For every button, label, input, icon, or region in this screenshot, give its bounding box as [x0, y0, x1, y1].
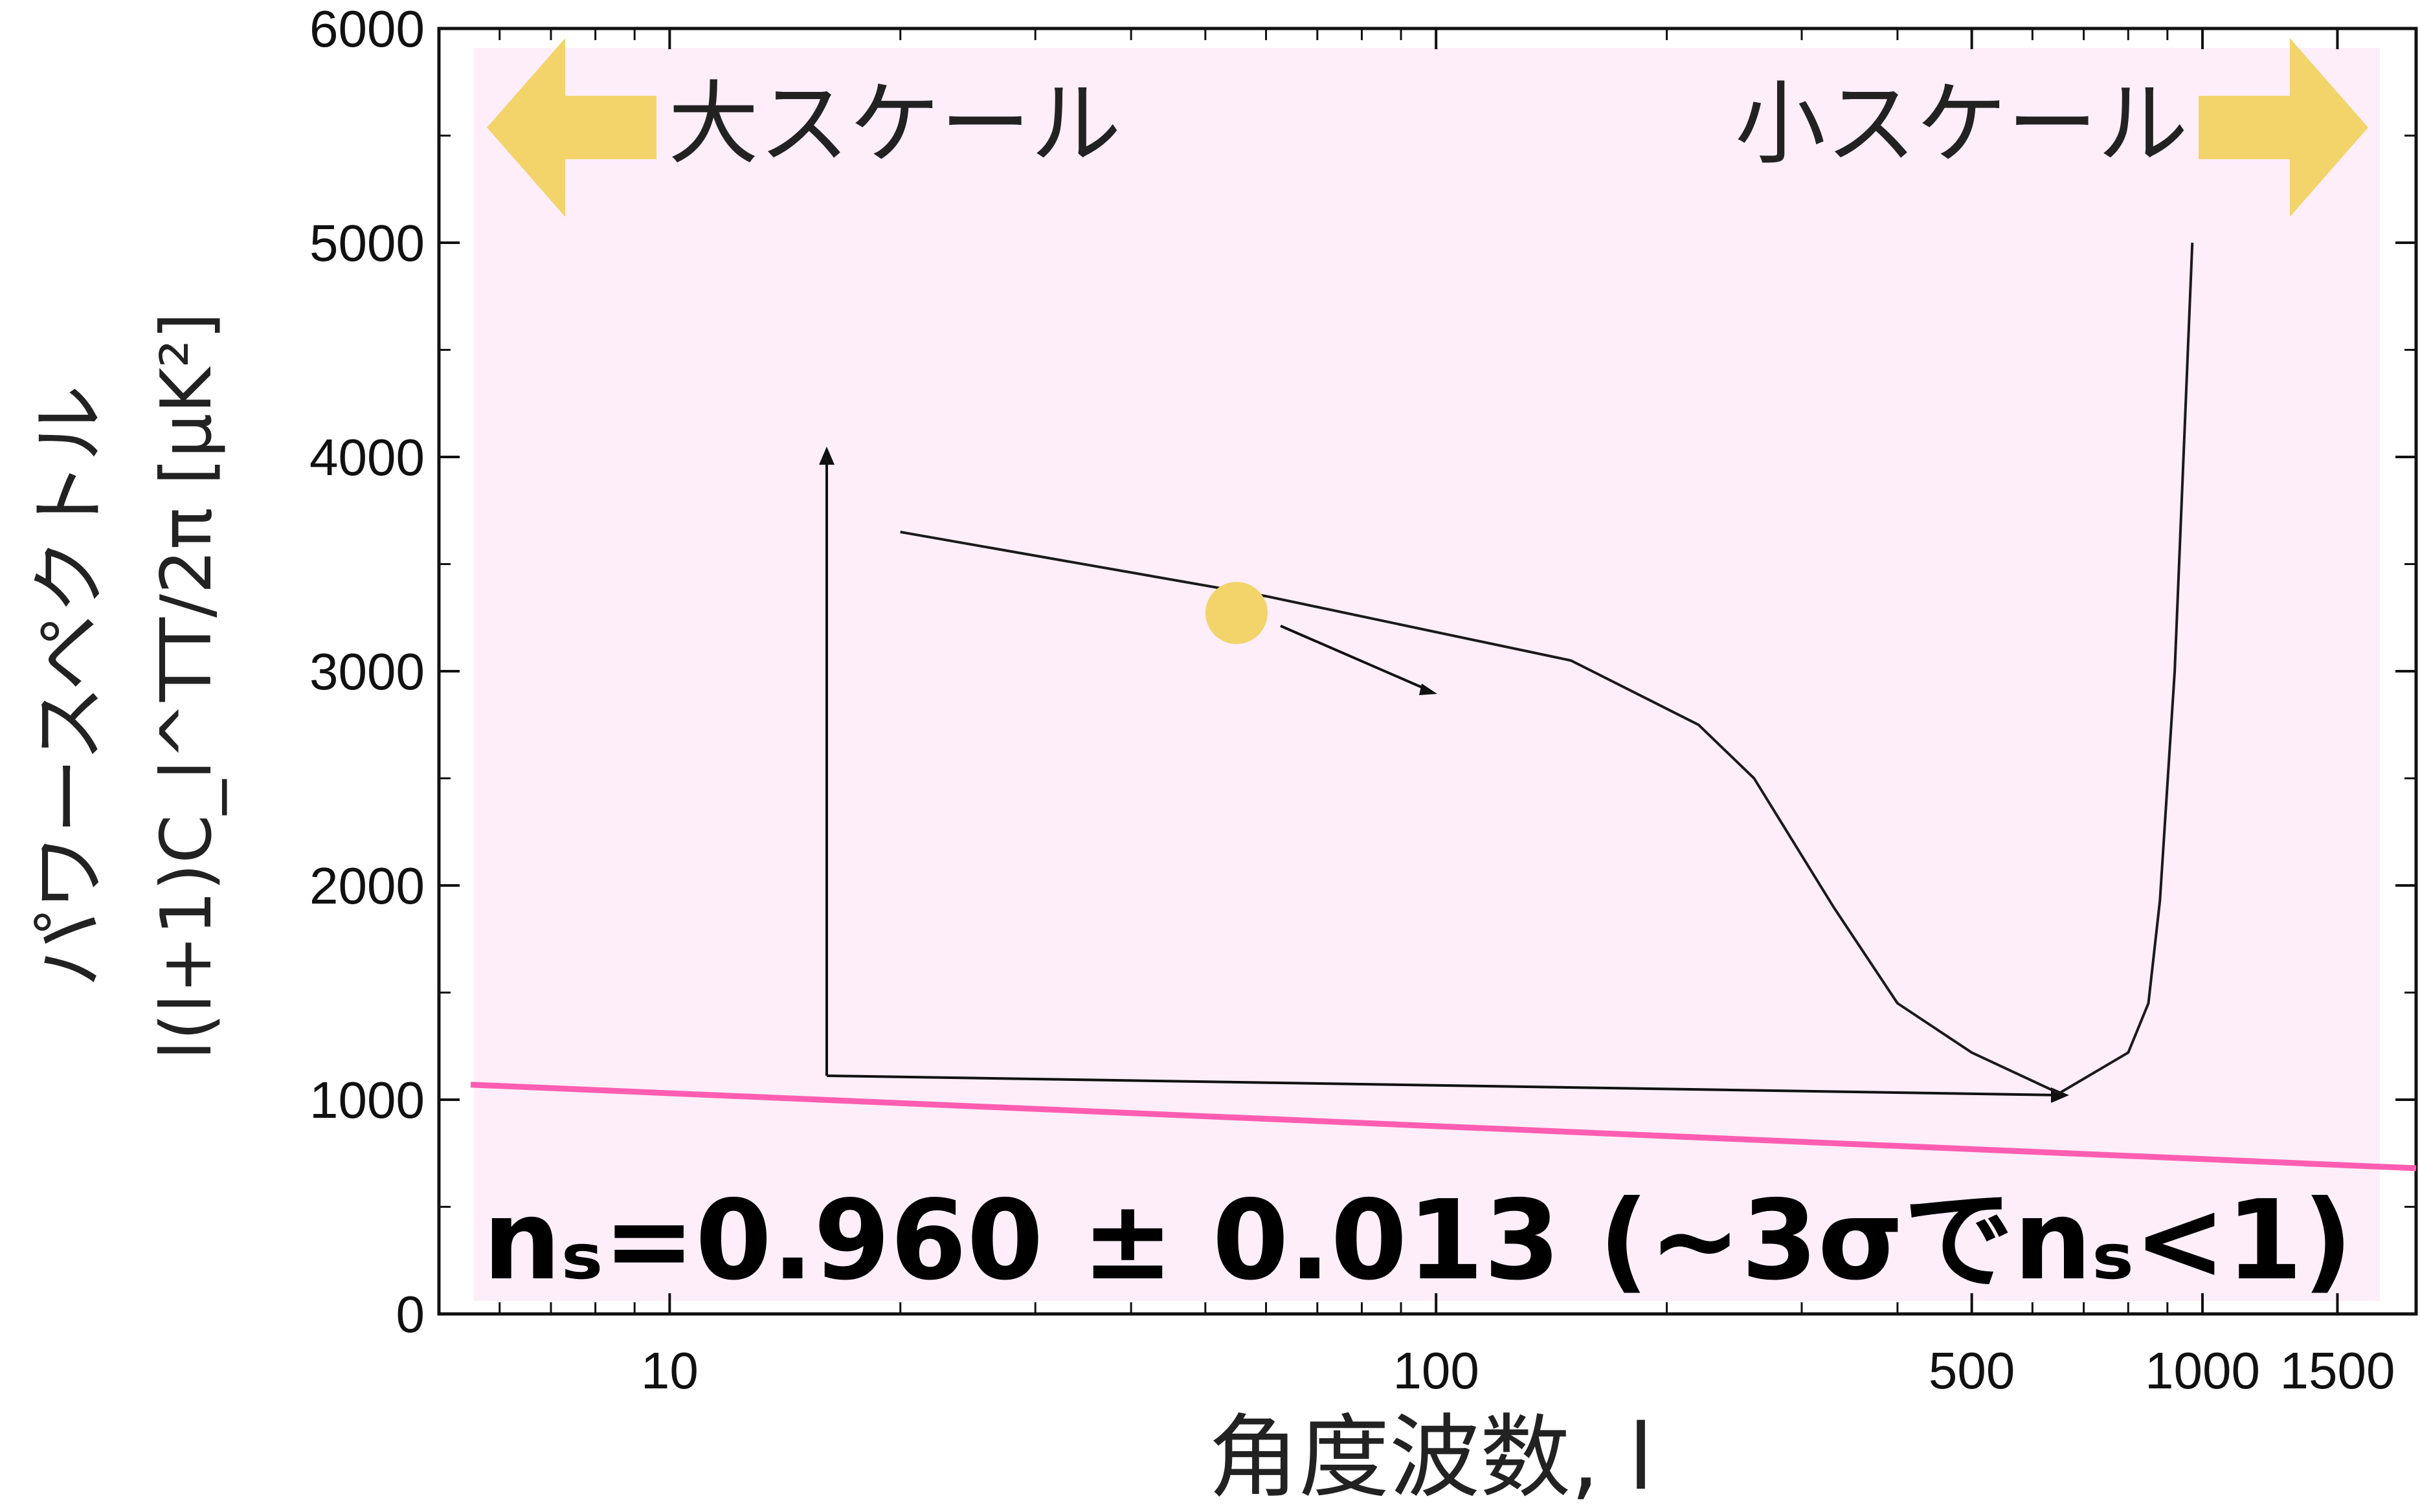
- gold-marker: [1205, 582, 1268, 644]
- series-line-2: [470, 1082, 2417, 1172]
- y-tick-label: 6000: [309, 0, 425, 58]
- y-tick-label: 4000: [309, 428, 425, 486]
- y-axis-ticks: 0 1000 2000 3000 4000 5000 6000: [309, 0, 2416, 1343]
- right-arrow-icon: [2199, 38, 2368, 217]
- x-tick-label: 1500: [2280, 1342, 2395, 1399]
- large-scale-label: 大スケール: [668, 72, 1121, 177]
- y-axis-title-line1: パワースペクトル: [25, 385, 114, 987]
- y-tick-label: 3000: [309, 643, 425, 700]
- x-tick-label: 10: [641, 1342, 699, 1399]
- y-axis-title-line2: l(l+1)C_l^TT/2π [μK²]: [146, 313, 227, 1060]
- series-line-1: [900, 242, 2194, 1095]
- x-axis-title: 角度波数, l: [1208, 1405, 1653, 1511]
- y-tick-label: 0: [396, 1285, 425, 1343]
- x-tick-label: 500: [1929, 1342, 2015, 1399]
- small-scale-label: 小スケール: [1735, 72, 2188, 177]
- plot-background: [474, 48, 2380, 1301]
- y-tick-label: 2000: [309, 857, 425, 915]
- y-tick-label: 5000: [309, 214, 425, 272]
- schematic-axes: [819, 447, 2069, 1103]
- x-tick-label: 100: [1393, 1342, 1479, 1399]
- y-tick-label: 1000: [309, 1071, 425, 1129]
- y-axis-title-line2-text: l(l+1)C_l^TT/2π [μK²]: [146, 313, 227, 1060]
- series-layer: [470, 242, 2417, 1172]
- left-arrow-icon: [487, 38, 656, 217]
- x-tick-label: 1000: [2145, 1342, 2260, 1399]
- motion-arrow: [1280, 625, 1437, 695]
- ns-annotation: nₛ=0.960 ± 0.013 (~3σでnₛ<1): [483, 1177, 2353, 1305]
- x-axis-ticks: 10 100 500 1000 1500: [499, 28, 2395, 1399]
